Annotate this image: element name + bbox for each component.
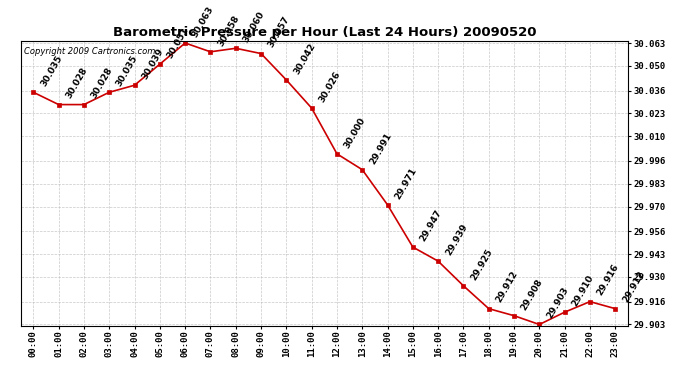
Text: 30.035: 30.035 bbox=[39, 54, 64, 88]
Text: 29.912: 29.912 bbox=[494, 270, 520, 304]
Text: 30.026: 30.026 bbox=[317, 70, 342, 104]
Text: 29.947: 29.947 bbox=[418, 208, 444, 243]
Text: 30.000: 30.000 bbox=[342, 116, 367, 150]
Text: 29.903: 29.903 bbox=[545, 286, 570, 320]
Text: 30.028: 30.028 bbox=[90, 66, 115, 100]
Text: 29.912: 29.912 bbox=[621, 270, 646, 304]
Text: 29.939: 29.939 bbox=[444, 222, 469, 257]
Text: 30.057: 30.057 bbox=[266, 15, 292, 50]
Text: 30.058: 30.058 bbox=[216, 13, 241, 48]
Text: Copyright 2009 Cartronics.com: Copyright 2009 Cartronics.com bbox=[23, 47, 155, 56]
Text: 29.925: 29.925 bbox=[469, 247, 494, 282]
Text: 30.063: 30.063 bbox=[190, 4, 216, 39]
Text: 29.916: 29.916 bbox=[595, 263, 621, 297]
Text: 29.908: 29.908 bbox=[520, 277, 545, 312]
Title: Barometric Pressure per Hour (Last 24 Hours) 20090520: Barometric Pressure per Hour (Last 24 Ho… bbox=[112, 26, 536, 39]
Text: 29.971: 29.971 bbox=[393, 166, 418, 201]
Text: 30.039: 30.039 bbox=[140, 46, 165, 81]
Text: 30.035: 30.035 bbox=[115, 54, 140, 88]
Text: 30.051: 30.051 bbox=[166, 26, 190, 60]
Text: 30.060: 30.060 bbox=[241, 10, 266, 44]
Text: 29.910: 29.910 bbox=[570, 273, 595, 308]
Text: 30.042: 30.042 bbox=[292, 41, 317, 76]
Text: 30.028: 30.028 bbox=[64, 66, 89, 100]
Text: 29.991: 29.991 bbox=[368, 131, 393, 165]
